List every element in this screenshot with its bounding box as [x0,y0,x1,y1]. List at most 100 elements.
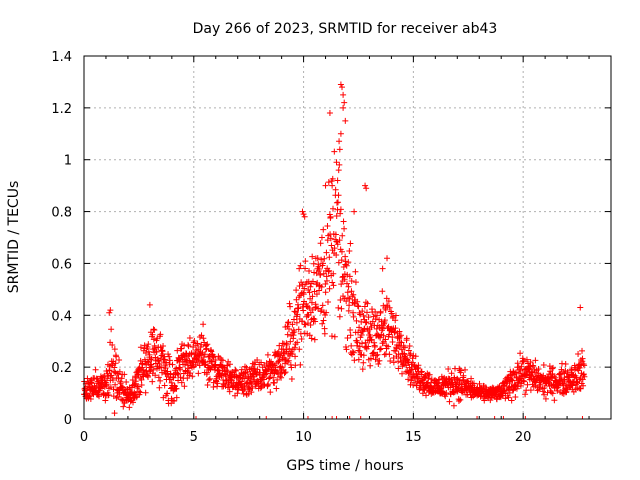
data-point [191,337,198,344]
data-point [363,185,370,192]
data-point [145,373,152,380]
data-point [326,254,333,261]
data-point [372,308,379,315]
data-point [325,179,332,186]
plot-frame [83,55,612,420]
data-point [322,289,329,296]
data-point [336,138,343,145]
data-point [329,182,336,189]
data-point [341,99,348,106]
data-point [348,278,355,285]
data-point [506,389,513,396]
data-point [369,318,376,325]
data-point [409,359,416,366]
grid-lines [84,56,611,419]
data-point [208,348,215,355]
data-point [308,299,315,306]
data-point [370,349,377,356]
data-point [365,314,372,321]
data-point [437,385,444,392]
data-point [361,326,368,333]
data-point [340,218,347,225]
data-point [311,336,318,343]
data-point [296,265,303,272]
data-point [304,303,311,310]
data-point [254,366,261,373]
data-point [169,361,176,368]
data-point [350,309,357,316]
data-point [443,390,450,397]
data-point [344,289,351,296]
data-point [177,374,184,381]
data-point [297,361,304,368]
data-point [295,305,302,312]
data-point [299,208,306,215]
data-point [137,389,144,396]
data-point [309,293,316,300]
data-point [548,389,555,396]
data-point [392,317,399,324]
data-point [153,348,160,355]
data-point [251,367,258,374]
data-point [285,357,292,364]
data-point [412,353,419,360]
data-point [362,182,369,189]
data-point [111,410,118,417]
data-point [398,339,405,346]
data-point [419,390,426,397]
data-point [137,344,144,351]
data-point [233,367,240,374]
data-point [552,374,559,381]
data-point [408,367,415,374]
data-point [105,392,112,399]
data-point [318,234,325,241]
data-point [338,281,345,288]
data-point [358,340,365,347]
data-point [520,358,527,365]
data-point [405,347,412,354]
data-point [299,318,306,325]
data-point [149,378,156,385]
data-point [138,381,145,388]
data-point [342,253,349,260]
data-point [187,370,194,377]
data-point [359,308,366,315]
data-point [121,371,128,378]
data-point [254,357,261,364]
data-point [126,404,133,411]
data-point [343,262,350,269]
data-point [374,351,381,358]
data-point [142,350,149,357]
data-point [301,285,308,292]
data-point [367,333,374,340]
data-point [265,375,272,382]
x-axis-tick-labels: 0 5 10 15 20 [80,430,532,445]
data-point [509,377,516,384]
data-point [318,256,325,263]
data-point [448,370,455,377]
data-point [387,358,394,365]
data-point [271,379,278,386]
data-point [320,317,327,324]
data-point [169,397,176,404]
data-point [346,295,353,302]
data-point [206,375,213,382]
data-point [348,288,355,295]
data-point [281,370,288,377]
data-point [189,373,196,380]
data-point [329,175,336,182]
data-point [396,328,403,335]
data-point [346,273,353,280]
data-point [291,344,298,351]
data-point [83,387,90,394]
data-point [306,289,313,296]
data-point [174,370,181,377]
data-point [385,343,392,350]
data-point [368,336,375,343]
data-point [306,268,313,275]
data-point [273,385,280,392]
data-point [343,298,350,305]
data-point [337,130,344,137]
y-axis-tick-labels: 0 0.2 0.4 0.6 0.8 1 1.2 1.4 [51,50,72,428]
